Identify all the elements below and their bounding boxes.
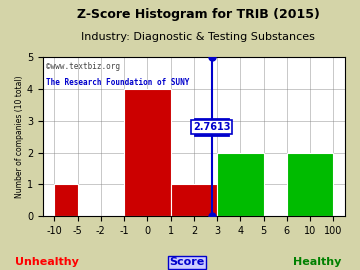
Text: 2.7613: 2.7613	[193, 122, 230, 132]
Bar	[124, 89, 171, 216]
Bar	[287, 153, 333, 216]
Text: Unhealthy: Unhealthy	[15, 257, 79, 267]
Bar	[217, 153, 264, 216]
Text: Healthy: Healthy	[293, 257, 341, 267]
Bar	[54, 184, 78, 216]
Text: Z-Score Histogram for TRIB (2015): Z-Score Histogram for TRIB (2015)	[77, 8, 319, 21]
Bar	[171, 184, 217, 216]
Text: Industry: Diagnostic & Testing Substances: Industry: Diagnostic & Testing Substance…	[81, 32, 315, 42]
Text: The Research Foundation of SUNY: The Research Foundation of SUNY	[46, 77, 189, 87]
Text: Score: Score	[170, 257, 205, 267]
Y-axis label: Number of companies (10 total): Number of companies (10 total)	[15, 75, 24, 198]
Text: ©www.textbiz.org: ©www.textbiz.org	[46, 62, 120, 70]
